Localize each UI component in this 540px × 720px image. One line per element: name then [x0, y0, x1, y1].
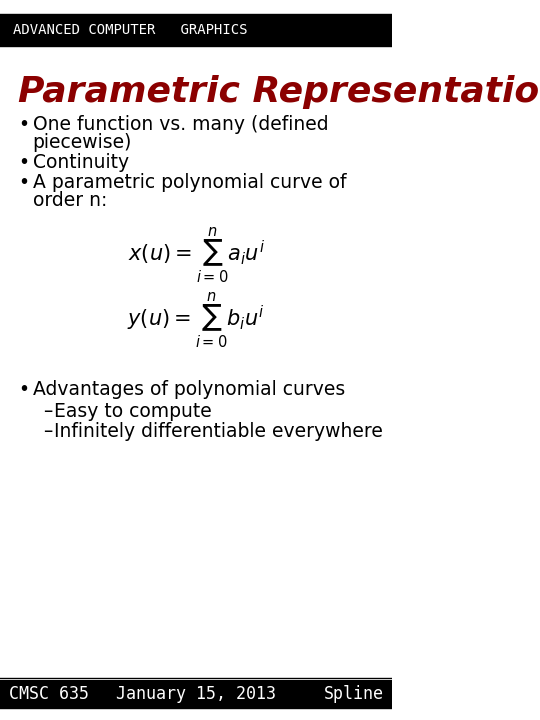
- Text: •: •: [18, 380, 29, 399]
- Text: One function vs. many (defined: One function vs. many (defined: [33, 115, 328, 134]
- Text: –: –: [44, 422, 53, 441]
- Text: order n:: order n:: [33, 191, 107, 210]
- Text: Infinitely differentiable everywhere: Infinitely differentiable everywhere: [55, 422, 383, 441]
- FancyBboxPatch shape: [0, 680, 392, 708]
- Text: Easy to compute: Easy to compute: [55, 402, 212, 421]
- Text: A parametric polynomial curve of: A parametric polynomial curve of: [33, 173, 346, 192]
- FancyBboxPatch shape: [0, 14, 392, 46]
- Text: piecewise): piecewise): [33, 133, 132, 152]
- Text: •: •: [18, 173, 29, 192]
- Text: $x(u) = \sum_{i=0}^{n} a_i u^i$: $x(u) = \sum_{i=0}^{n} a_i u^i$: [127, 225, 265, 284]
- Text: •: •: [18, 115, 29, 134]
- Text: January 15, 2013: January 15, 2013: [116, 685, 276, 703]
- Text: Continuity: Continuity: [33, 153, 129, 172]
- Text: •: •: [18, 153, 29, 172]
- Text: –: –: [44, 402, 53, 421]
- Text: Advantages of polynomial curves: Advantages of polynomial curves: [33, 380, 345, 399]
- Text: $y(u) = \sum_{i=0}^{n} b_i u^i$: $y(u) = \sum_{i=0}^{n} b_i u^i$: [127, 290, 265, 350]
- Text: Spline: Spline: [323, 685, 383, 703]
- Text: ADVANCED COMPUTER   GRAPHICS: ADVANCED COMPUTER GRAPHICS: [13, 23, 247, 37]
- Text: Parametric Representation: Parametric Representation: [18, 75, 540, 109]
- Text: CMSC 635: CMSC 635: [9, 685, 89, 703]
